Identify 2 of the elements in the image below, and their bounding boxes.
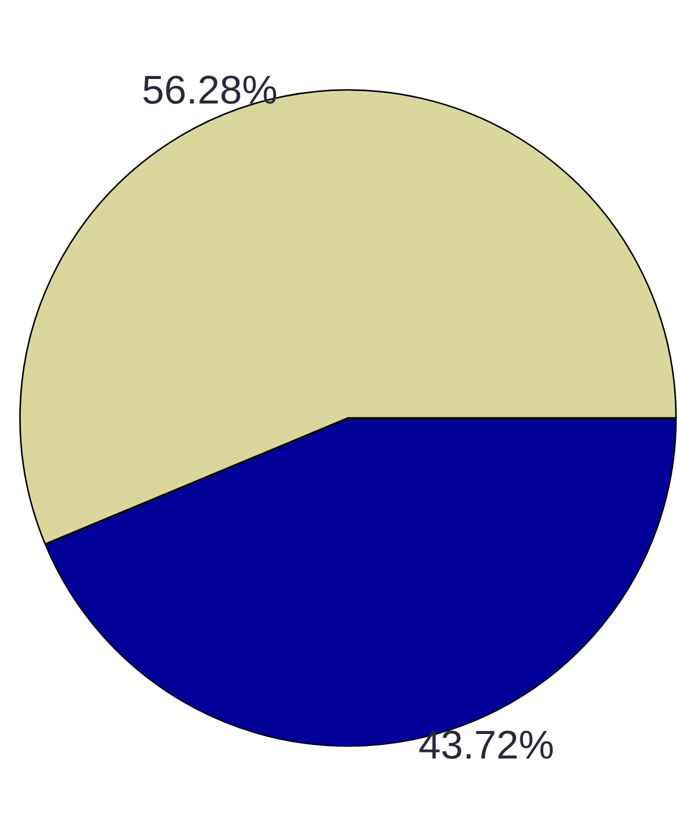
data-label: 56.28% xyxy=(142,68,278,112)
data-label: 43.72% xyxy=(418,724,554,768)
